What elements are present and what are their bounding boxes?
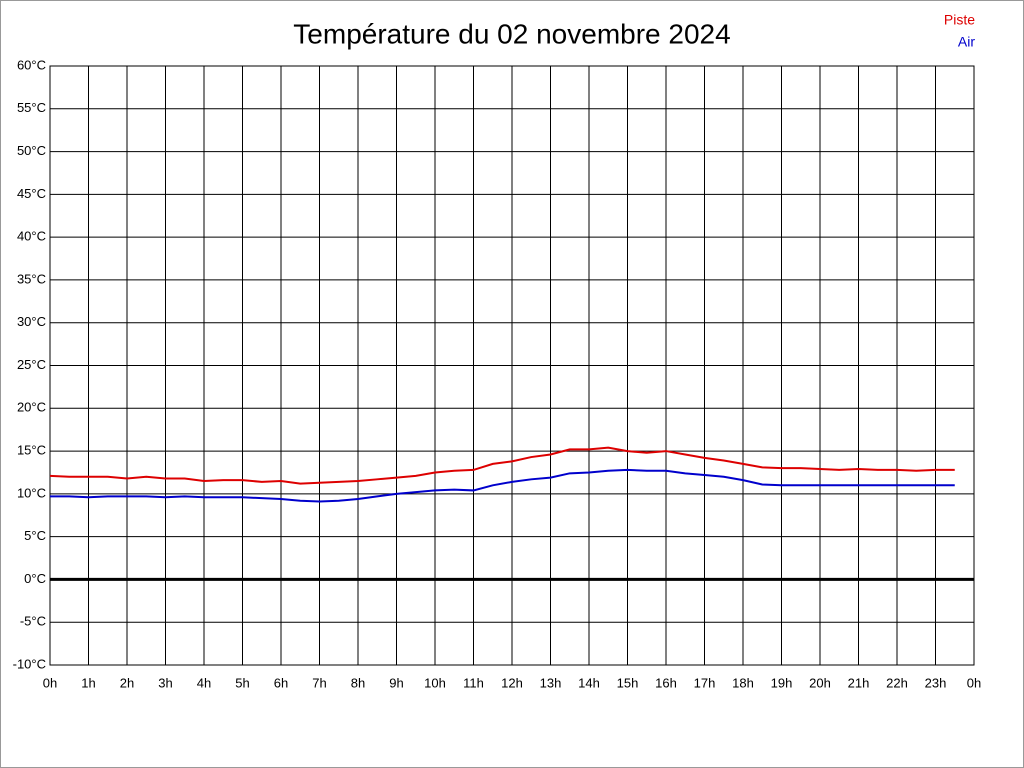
x-tick-label: 2h: [120, 675, 134, 690]
y-tick-label: 60°C: [17, 57, 46, 72]
x-tick-label: 13h: [540, 675, 562, 690]
x-tick-label: 17h: [694, 675, 716, 690]
x-tick-label: 6h: [274, 675, 288, 690]
x-tick-label: 3h: [158, 675, 172, 690]
legend-label: Piste: [944, 12, 975, 28]
y-tick-label: 50°C: [17, 143, 46, 158]
x-tick-label: 0h: [967, 675, 981, 690]
y-tick-label: -5°C: [20, 614, 46, 629]
x-tick-label: 1h: [81, 675, 95, 690]
chart-title: Température du 02 novembre 2024: [293, 18, 730, 49]
x-tick-label: 14h: [578, 675, 600, 690]
x-tick-label: 20h: [809, 675, 831, 690]
x-tick-label: 10h: [424, 675, 446, 690]
y-tick-label: 10°C: [17, 485, 46, 500]
x-tick-label: 16h: [655, 675, 677, 690]
line: [49, 446, 955, 485]
line: [50, 468, 955, 503]
x-tick-label: 15h: [617, 675, 639, 690]
y-tick-label: 55°C: [17, 100, 46, 115]
y-tick-label: 25°C: [17, 357, 46, 372]
x-tick-label: 0h: [43, 675, 57, 690]
x-tick-label: 11h: [463, 675, 484, 690]
x-tick-label: 23h: [925, 675, 947, 690]
x-tick-label: 5h: [235, 675, 249, 690]
x-tick-label: 8h: [351, 675, 365, 690]
x-tick-label: 21h: [848, 675, 870, 690]
x-tick-label: 7h: [312, 675, 326, 690]
y-tick-label: 20°C: [17, 400, 46, 415]
y-tick-label: 5°C: [24, 528, 46, 543]
y-tick-label: -10°C: [13, 656, 46, 671]
y-tick-label: 0°C: [24, 571, 46, 586]
x-tick-label: 4h: [197, 675, 211, 690]
legend-label: Air: [958, 34, 975, 50]
x-tick-label: 19h: [771, 675, 793, 690]
y-tick-label: 35°C: [17, 271, 46, 286]
y-tick-label: 15°C: [17, 443, 46, 458]
x-tick-label: 18h: [732, 675, 754, 690]
y-tick-label: 40°C: [17, 229, 46, 244]
x-tick-label: 9h: [389, 675, 403, 690]
y-tick-label: 30°C: [17, 314, 46, 329]
x-tick-label: 12h: [501, 675, 523, 690]
x-tick-label: 22h: [886, 675, 908, 690]
y-tick-label: 45°C: [17, 186, 46, 201]
